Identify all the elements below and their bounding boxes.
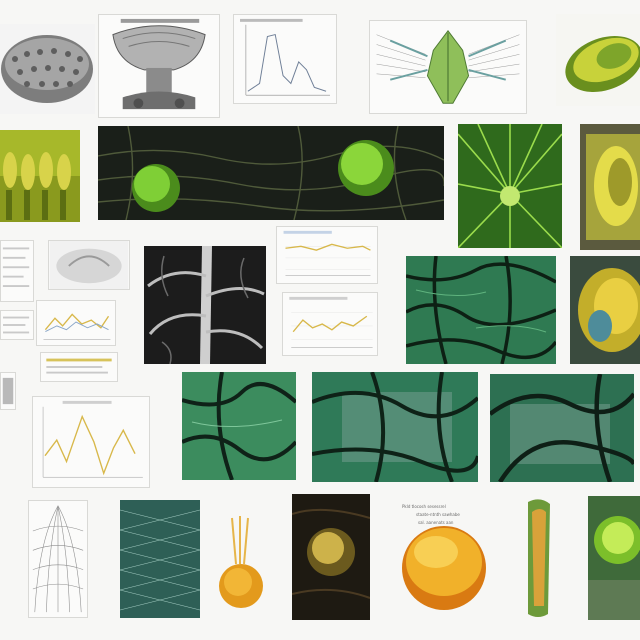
table-snippet	[0, 240, 34, 302]
caption-line-1: Pkld tlocosh sesessrel	[402, 504, 446, 509]
yellow-specimen-jar	[580, 124, 640, 250]
gray-coral-sponge-illustration	[0, 24, 95, 114]
green-mossy-branches-2	[312, 372, 478, 482]
mushroom-fungus-engraving	[98, 14, 220, 118]
green-mossy-branches-3	[490, 374, 634, 482]
green-glowing-orb	[588, 496, 640, 620]
yellow-line-chart-bottom	[282, 292, 378, 356]
gray-fine-branch-engraving	[28, 500, 88, 618]
green-mossy-branches-1	[182, 372, 296, 480]
translucent-specimen-photo	[48, 240, 130, 290]
dark-forest-with-green-orbs	[98, 126, 444, 220]
orange-flower-bulb	[214, 514, 268, 618]
caption-line-2: staate-ntnth sawhabe	[416, 512, 460, 517]
table-snippet-2	[0, 310, 34, 340]
line-plot-figure	[233, 14, 337, 104]
golden-sphere-dark-cave	[292, 494, 370, 620]
small-line-chart	[36, 300, 116, 346]
green-insect-anatomy-diagram	[369, 20, 527, 114]
green-tangled-roots	[406, 256, 556, 364]
green-radial-leaf	[458, 124, 562, 248]
yellow-line-chart-top	[276, 226, 378, 284]
black-white-tree-branches	[144, 246, 266, 364]
small-gray-figure	[0, 372, 16, 410]
yellow-peak-line-chart	[32, 396, 150, 488]
orange-sphere-caption: Pkld tlocosh sesessrel staate-ntnth sawh…	[396, 500, 506, 620]
yellow-green-plant-rows	[0, 130, 80, 222]
caption-line-3: sal. aanenats aan	[418, 520, 454, 525]
yellow-textured-seed	[570, 256, 640, 364]
caption-strip	[40, 352, 118, 382]
green-orange-cylinder	[518, 496, 560, 620]
green-seed-pod	[556, 14, 640, 106]
teal-mesh-texture	[120, 500, 200, 618]
